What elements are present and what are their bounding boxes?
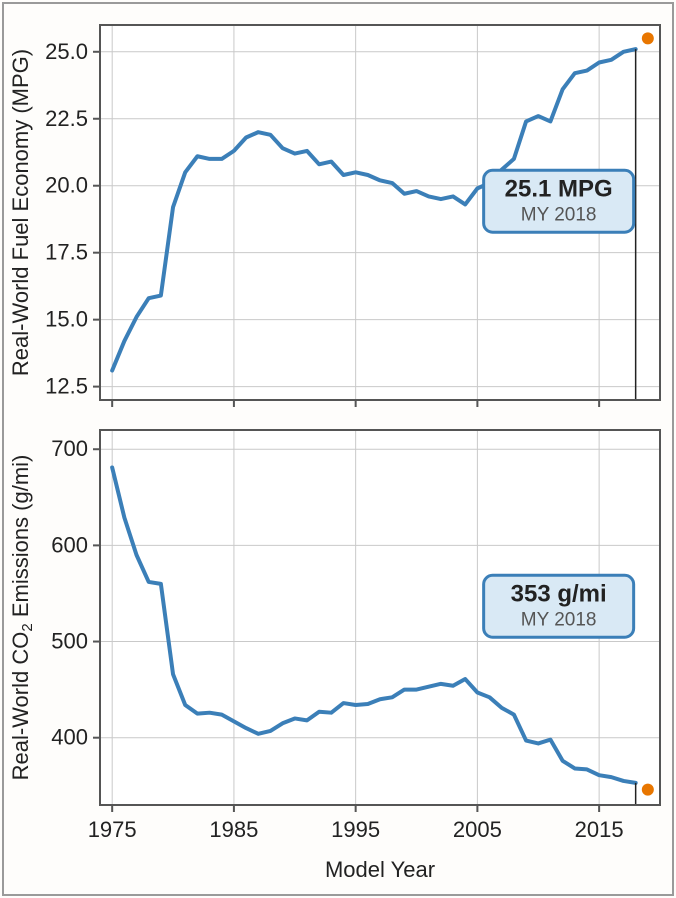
co2-chart: 400 500 600 700 353 g/miMY 2018 Real-World CO…: [8, 430, 660, 812]
y-tick-label: 400: [51, 725, 88, 750]
y-tick-label: 20.0: [45, 173, 88, 198]
y-tick-label: 22.5: [45, 106, 88, 131]
co2-chart-marker: [642, 784, 654, 796]
mpg-chart-marker: [642, 32, 654, 44]
co2-chart-y-label: Real-World CO2 Emissions (g/mi): [8, 455, 36, 781]
x-tick-label: 2005: [453, 817, 502, 842]
mpg-chart: 12.5 15.0 17.5 20.0 22.5 25.0 25.1 MPGMY 2018 R…: [8, 25, 660, 407]
y-tick-label: 700: [51, 436, 88, 461]
co2-chart-callout-sub: MY 2018: [521, 609, 597, 630]
figure-container: 12.515.017.520.022.525.025.1 MPGMY 2018R…: [0, 0, 676, 898]
chart-svg: 12.515.017.520.022.525.025.1 MPGMY 2018R…: [0, 0, 676, 898]
mpg-chart-callout-main: 25.1 MPG: [505, 175, 613, 202]
y-tick-label: 25.0: [45, 39, 88, 64]
x-tick-label: 1985: [209, 817, 258, 842]
y-tick-label: 17.5: [45, 240, 88, 265]
x-tick-label: 1975: [88, 817, 137, 842]
mpg-chart-y-label: Real-World Fuel Economy (MPG): [8, 49, 33, 376]
y-tick-label: 500: [51, 629, 88, 654]
mpg-chart-callout-sub: MY 2018: [521, 204, 597, 225]
x-tick-label: 1995: [331, 817, 380, 842]
y-tick-label: 15.0: [45, 307, 88, 332]
x-tick-label: 2015: [575, 817, 624, 842]
x-axis-label: Model Year: [325, 857, 435, 882]
y-tick-label: 12.5: [45, 374, 88, 399]
y-tick-label: 600: [51, 532, 88, 557]
co2-chart-callout-main: 353 g/mi: [511, 580, 607, 607]
